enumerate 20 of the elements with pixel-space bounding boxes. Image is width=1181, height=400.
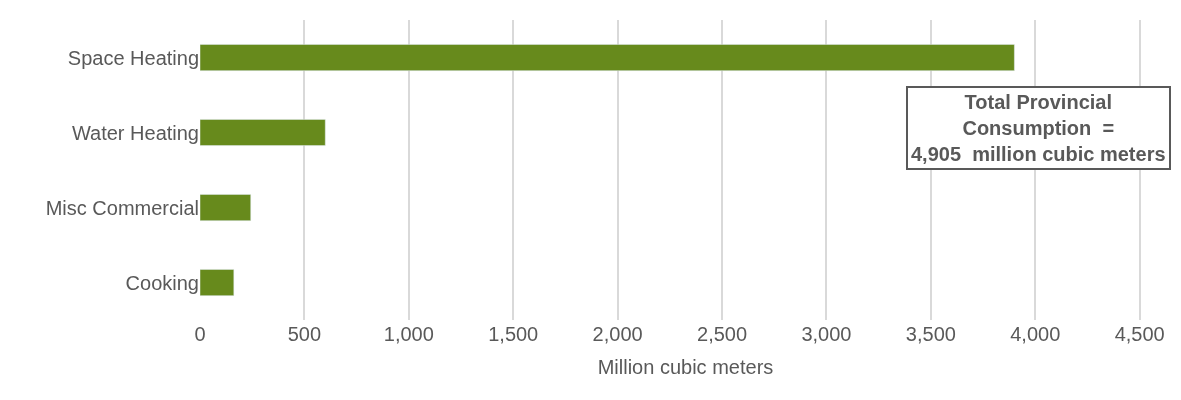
x-tick-label: 4,500 — [1114, 323, 1165, 345]
x-tick-label: 2,000 — [592, 323, 643, 345]
bar — [200, 119, 326, 146]
y-tick-label: Water Heating — [71, 121, 199, 144]
x-tick-label: 500 — [287, 323, 322, 345]
x-tick-label: 0 — [194, 323, 206, 345]
y-tick-label: Cooking — [125, 271, 199, 294]
bar — [200, 194, 251, 221]
x-tick-label: 1,000 — [383, 323, 434, 345]
y-tick-label: Space Heating — [67, 46, 199, 69]
x-tick-label: 3,000 — [801, 323, 852, 345]
annotation: Total Provincial Consumption = 4,905 million cubic meters — [911, 91, 1166, 165]
x-axis-title: Million cubic meters — [597, 355, 774, 378]
x-tick-label: 3,500 — [905, 323, 956, 345]
x-tick-label: 4,000 — [1010, 323, 1061, 345]
x-tick-label: 2,500 — [697, 323, 748, 345]
y-tick-label: Misc Commercial — [45, 196, 199, 219]
bar — [200, 269, 235, 296]
bar — [200, 44, 1015, 71]
x-tick-label: 1,500 — [488, 323, 539, 345]
